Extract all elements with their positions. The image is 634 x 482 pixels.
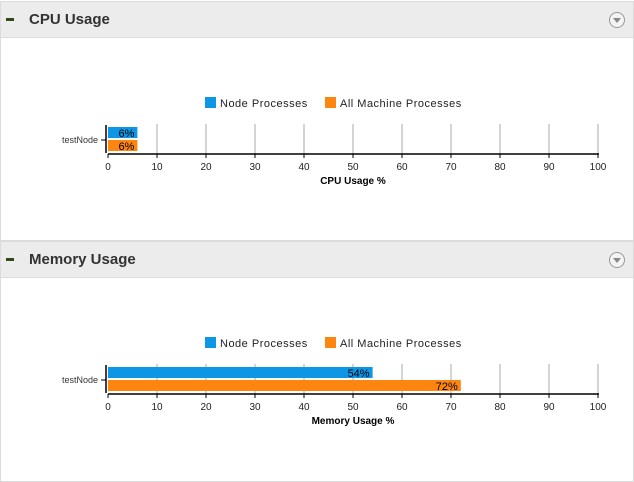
- legend-label: All Machine Processes: [340, 98, 462, 110]
- panel-menu-icon[interactable]: [609, 252, 625, 268]
- cpu-usage-panel: CPU Usage Node Processes All Machine Proc…: [0, 1, 634, 241]
- data-label: 72%: [436, 381, 458, 393]
- x-tick-label: 60: [396, 402, 408, 413]
- x-tick-label: 30: [249, 402, 261, 413]
- x-tick-label: 90: [543, 402, 555, 413]
- x-tick-label: 60: [396, 162, 408, 173]
- panel-title: CPU Usage: [29, 11, 110, 28]
- x-tick-label: 10: [151, 162, 163, 173]
- bar-node-processes: [108, 367, 373, 378]
- x-tick-label: 70: [445, 402, 457, 413]
- x-tick-label: 100: [590, 402, 607, 413]
- memory-usage-panel: Memory Usage Node Processes All Machine P…: [0, 241, 634, 482]
- x-tick-label: 20: [200, 402, 212, 413]
- legend-swatch: [205, 97, 216, 108]
- x-tick-label: 50: [347, 162, 359, 173]
- x-tick-label: 20: [200, 162, 212, 173]
- collapse-icon[interactable]: [6, 18, 14, 21]
- bar-all-machine-processes: [108, 380, 461, 391]
- x-tick-label: 80: [494, 162, 506, 173]
- panel-header: Memory Usage: [1, 242, 633, 278]
- panel-menu-icon[interactable]: [609, 12, 625, 28]
- memory-usage-chart: Node Processes All Machine Processes 0 10 20…: [62, 337, 607, 427]
- data-label: 6%: [118, 141, 134, 153]
- x-tick-label: 90: [543, 162, 555, 173]
- x-tick-label: 70: [445, 162, 457, 173]
- x-tick-label: 80: [494, 402, 506, 413]
- cpu-usage-chart: Node Processes All Machine Processes 0 10 20…: [62, 97, 607, 187]
- panel-title: Memory Usage: [29, 251, 136, 268]
- y-tick-label: testNode: [62, 135, 98, 145]
- bar-node-processes: [108, 127, 138, 138]
- x-tick-label: 40: [298, 402, 310, 413]
- panel-header: CPU Usage: [1, 2, 633, 38]
- x-axis-title: Memory Usage %: [312, 416, 395, 427]
- data-label: 54%: [348, 368, 370, 380]
- x-tick-label: 10: [151, 402, 163, 413]
- bar-all-machine-processes: [108, 140, 138, 151]
- collapse-icon[interactable]: [6, 258, 14, 261]
- data-label: 6%: [118, 128, 134, 140]
- legend-swatch: [325, 97, 336, 108]
- x-tick-label: 0: [105, 402, 111, 413]
- y-tick-label: testNode: [62, 375, 98, 385]
- legend-label: Node Processes: [220, 338, 308, 350]
- x-tick-label: 30: [249, 162, 261, 173]
- legend-label: Node Processes: [220, 98, 308, 110]
- x-tick-label: 0: [105, 162, 111, 173]
- legend-swatch: [325, 337, 336, 348]
- x-tick-label: 100: [590, 162, 607, 173]
- legend-label: All Machine Processes: [340, 338, 462, 350]
- legend-swatch: [205, 337, 216, 348]
- x-tick-label: 40: [298, 162, 310, 173]
- x-axis-title: CPU Usage %: [320, 176, 386, 187]
- x-tick-label: 50: [347, 402, 359, 413]
